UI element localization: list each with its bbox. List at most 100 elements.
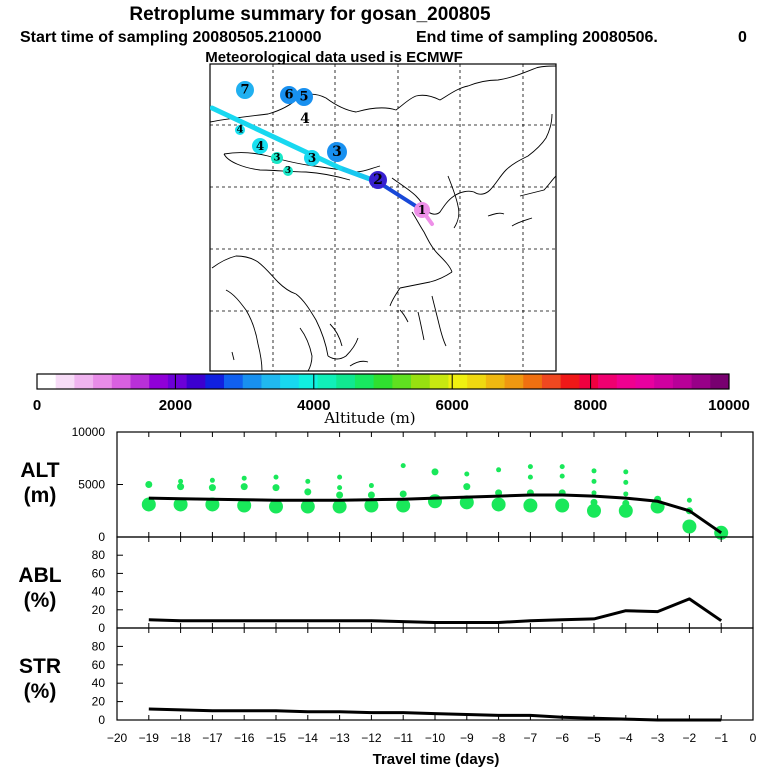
altitude-scatter-point <box>173 497 188 512</box>
trajectory-marker: 4 <box>252 138 268 154</box>
x-tick-label: −16 <box>234 731 255 745</box>
x-tick-label: −12 <box>361 731 382 745</box>
trajectory-marker-label: 3 <box>332 144 342 160</box>
y-tick-label: 0 <box>98 621 105 635</box>
abl-series-line <box>148 597 723 624</box>
trajectory-marker-label: 3 <box>285 166 291 176</box>
x-tick-label: −7 <box>524 731 538 745</box>
colorbar-cell <box>411 374 431 389</box>
y-tick-label: 10000 <box>72 425 106 439</box>
colorbar-cell <box>261 374 281 389</box>
colorbar-cell <box>93 374 113 389</box>
altitude-scatter-point <box>591 490 597 496</box>
altitude-scatter-point <box>623 479 629 485</box>
colorbar-cell <box>504 374 524 389</box>
altitude-scatter-point <box>141 497 156 512</box>
trajectory-marker: 3 <box>271 152 283 164</box>
trajectory-marker-label: 3 <box>308 151 316 165</box>
altitude-scatter-point <box>337 474 343 480</box>
colorbar-cell <box>37 374 57 389</box>
colorbar-cell <box>74 374 94 389</box>
colorbar-tick-label: 0 <box>33 397 41 414</box>
x-tick-label: −15 <box>266 731 287 745</box>
colorbar-label: Altitude (m) <box>323 409 415 427</box>
x-tick-label: −10 <box>425 731 446 745</box>
trajectory-marker-dot <box>236 81 254 99</box>
altitude-scatter-point <box>623 491 629 497</box>
colorbar-cell <box>280 374 300 389</box>
trajectory-marker-label: 4 <box>256 139 264 153</box>
panel-title: STR <box>19 655 61 678</box>
altitude-scatter-point <box>205 497 220 512</box>
panel-frame <box>116 627 754 721</box>
altitude-scatter-point <box>591 478 597 484</box>
altitude-scatter-point <box>240 483 248 491</box>
altitude-scatter-point <box>527 474 533 480</box>
altitude-colorbar: 0 2000 4000 6000 8000 10000 Altitude (m) <box>33 373 750 427</box>
panel-abl: ABL(%) 0 20 40 60 80 <box>18 536 754 635</box>
trajectory-marker-label: 7 <box>240 83 249 98</box>
altitude-scatter-point <box>559 473 565 479</box>
colorbar-cell <box>205 374 225 389</box>
colorbar-cell <box>616 374 636 389</box>
altitude-scatter-point <box>459 495 474 510</box>
altitude-scatter-point <box>145 481 153 488</box>
colorbar-cell <box>485 374 505 389</box>
y-tick-label: 0 <box>98 530 105 544</box>
colorbar-cell <box>691 374 711 389</box>
colorbar-cell <box>523 374 543 389</box>
y-tick-label: 40 <box>92 585 106 599</box>
altitude-scatter-point <box>304 488 312 496</box>
trajectory-marker: 6 <box>280 86 298 104</box>
colorbar-cell <box>224 374 244 389</box>
altitude-scatter-point <box>368 483 374 489</box>
met-data-label: Meteorological data used is ECMWF <box>205 49 463 66</box>
colorbar-cell <box>448 374 468 389</box>
x-tick-label: −20 <box>107 731 128 745</box>
trajectory-marker-label: 5 <box>299 90 308 105</box>
colorbar-cell <box>298 374 318 389</box>
altitude-scatter-point <box>491 497 506 512</box>
x-tick-label: −19 <box>139 731 160 745</box>
altitude-scatter-point <box>399 490 407 498</box>
panel-title: ALT <box>20 459 59 482</box>
trajectory-marker-dot <box>283 166 293 176</box>
x-tick-label: −1 <box>714 731 728 745</box>
map-frame <box>209 63 557 372</box>
altitude-scatter-point <box>618 503 633 518</box>
x-axis-label: Travel time (days) <box>373 751 500 768</box>
colorbar-cell <box>167 374 188 389</box>
trajectory-marker-label: 6 <box>284 88 293 103</box>
trajectory-marker: 7 <box>236 81 254 99</box>
panel-frame <box>116 536 754 629</box>
altitude-scatter-point <box>305 478 311 484</box>
trajectory-marker-label: 3 <box>274 153 281 164</box>
trajectory-marker-label: 4 <box>300 111 310 127</box>
altitude-scatter-point <box>396 498 411 513</box>
panel-alt: ALT(m) 10000 5000 0 <box>20 425 754 544</box>
trajectory-marker-dot <box>235 125 245 135</box>
colorbar-tick-label: 10000 <box>708 397 750 414</box>
y-tick-label: 20 <box>92 695 106 709</box>
colorbar-cell <box>467 374 487 389</box>
colorbar-cell <box>672 374 692 389</box>
y-tick-label: 80 <box>92 548 106 562</box>
figure-title: Retroplume summary for gosan_200805 <box>129 4 491 25</box>
altitude-scatter-point <box>272 484 280 492</box>
trajectory-marker: 4 <box>235 125 245 136</box>
y-tick-label: 40 <box>92 676 106 690</box>
colorbar-cell <box>560 374 580 389</box>
panel-unit-label: (%) <box>24 680 57 703</box>
colorbar-cell <box>130 374 150 389</box>
alt-series-line <box>148 493 723 535</box>
altitude-scatter-point <box>431 468 439 476</box>
trajectory-marker: 3 <box>327 142 347 162</box>
trajectory-marker: 4 <box>300 111 310 127</box>
trajectory-marker-label: 1 <box>418 203 426 217</box>
altitude-scatter-point <box>177 483 185 491</box>
x-tick-label: −4 <box>619 731 633 745</box>
x-tick-label: −8 <box>492 731 506 745</box>
colorbar-cell <box>186 374 206 389</box>
